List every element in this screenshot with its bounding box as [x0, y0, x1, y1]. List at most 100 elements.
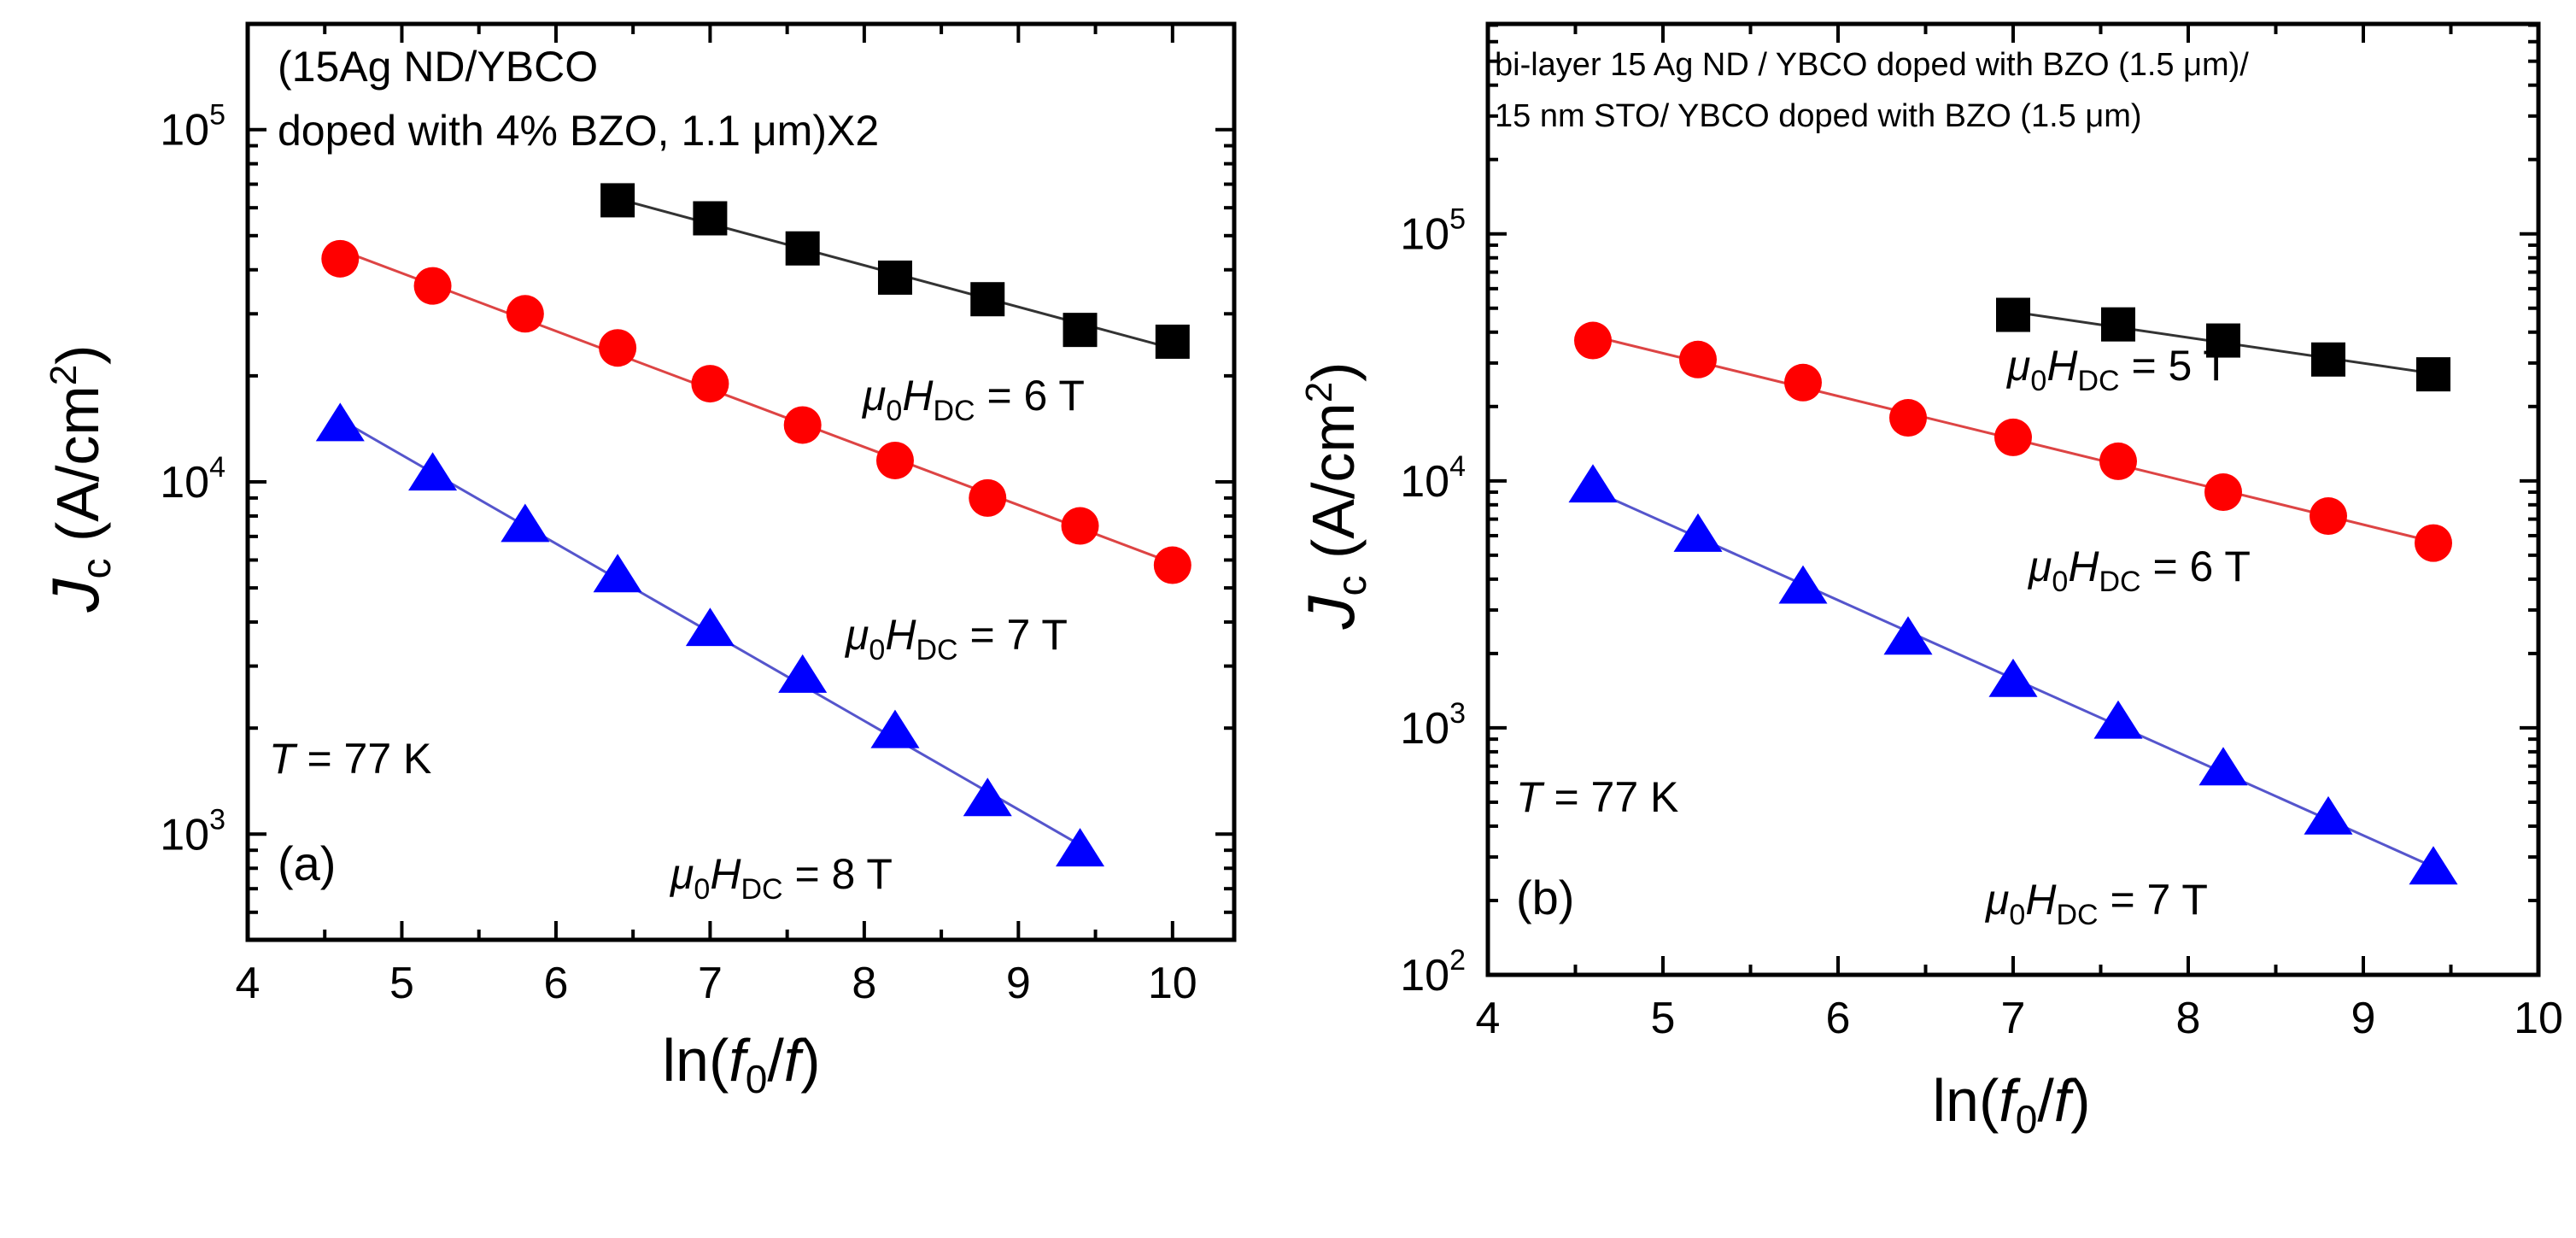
panel-a-label-7T-value: 7 T: [1007, 611, 1068, 659]
temp-value: = 77 K: [296, 735, 432, 783]
data-point-7T: [691, 365, 729, 403]
slash: /: [767, 1027, 784, 1094]
dc-sub: DC: [2099, 566, 2140, 598]
data-point-7T: [969, 478, 1007, 517]
data-point-5T: [2101, 307, 2135, 342]
x-tick-label: 6: [1826, 994, 1851, 1043]
mu-sub: 0: [869, 634, 885, 666]
data-point-8T: [408, 452, 458, 491]
h-symbol: H: [2046, 342, 2078, 390]
mu-symbol: μ: [861, 372, 886, 420]
panel-a-label-6T: μ0HDC = 6 T: [861, 372, 1085, 427]
eq-sign: =: [2099, 876, 2147, 924]
fit-line-7T: [339, 249, 1174, 565]
data-point-6T: [2099, 442, 2137, 480]
panel-a-annotation-line-2: doped with 4% BZO, 1.1 μm)X2: [278, 107, 879, 155]
jc-sub: c: [1330, 576, 1375, 596]
panel-a-annotation-line-1: (15Ag ND/YBCO: [278, 43, 598, 91]
data-point-6T: [877, 260, 912, 295]
temp-value: = 77 K: [1543, 773, 1679, 821]
y-tick-label: 105: [160, 99, 225, 155]
data-point-6T: [1994, 418, 2032, 456]
data-point-8T: [778, 654, 828, 693]
mu-symbol: μ: [1984, 876, 2009, 924]
h-symbol: H: [885, 611, 916, 659]
data-point-5T: [2206, 323, 2240, 358]
data-point-7T: [783, 406, 822, 444]
y-tick-label: 102: [1400, 944, 1466, 1000]
panel-a-label-8T: μ0HDC = 8 T: [669, 850, 893, 906]
x-tick-label: 4: [1476, 994, 1501, 1043]
y-tick-label: 103: [1400, 697, 1466, 754]
h-symbol: H: [2068, 543, 2099, 590]
x-tick-label: 5: [1651, 994, 1676, 1043]
eq-sign: =: [958, 611, 1007, 659]
units-sup: 2: [1298, 382, 1340, 402]
data-point-7T: [1778, 565, 1828, 604]
mu-symbol: μ: [2027, 543, 2052, 590]
jc-sub: c: [74, 559, 120, 579]
data-point-8T: [315, 402, 365, 442]
x-tick-label: 8: [852, 959, 876, 1008]
data-point-6T: [2204, 473, 2242, 512]
panel-a-frame: [245, 21, 1237, 942]
x-tick-label: 10: [1148, 959, 1197, 1008]
y-tick-label: 105: [1400, 203, 1466, 260]
x-tick-label: 4: [236, 959, 261, 1008]
f0-sub: 0: [746, 1057, 768, 1101]
mu-symbol: μ: [669, 850, 694, 898]
panel-a-ticks: 4 5 6 7 8 9 10 103 104 105: [160, 24, 1234, 1008]
panel-b-label-6T-value: 6 T: [2190, 543, 2251, 590]
panel-b-annotation-line-2: 15 nm STO/ YBCO doped with BZO (1.5 μm): [1495, 98, 2142, 134]
units-close: ): [1300, 361, 1367, 381]
x-tick-label: 9: [1006, 959, 1031, 1008]
data-point-6T: [693, 201, 728, 236]
eq-sign: =: [2141, 543, 2190, 590]
panel-a-y-axis-label: Jc (A/cm2): [38, 344, 120, 613]
data-point-5T: [2416, 357, 2450, 392]
panel-a-label-8T-value: 8 T: [832, 850, 893, 898]
x-tick-label: 8: [2176, 994, 2201, 1043]
panel-a-label: (a): [278, 836, 336, 890]
dc-sub: DC: [2077, 365, 2119, 397]
eq-sign: =: [975, 372, 1024, 420]
panel-b-temperature: T = 77 K: [1516, 773, 1678, 821]
data-point-5T: [2311, 342, 2345, 377]
dc-sub: DC: [2056, 899, 2098, 931]
data-point-7T: [599, 329, 637, 367]
panel-b-label-6T: μ0HDC = 6 T: [2027, 543, 2251, 598]
temp-symbol: T: [269, 735, 298, 783]
data-point-8T: [501, 503, 550, 543]
y-tick-label: 104: [160, 451, 225, 508]
data-point-6T: [1889, 399, 1927, 437]
panel-b-fit-lines: [1592, 310, 2434, 868]
data-point-8T: [963, 777, 1012, 817]
mu-sub: 0: [886, 395, 902, 427]
panel-b-label-7T-value: 7 T: [2147, 876, 2208, 924]
panel-b-frame: [1485, 21, 2541, 977]
mu-symbol: μ: [844, 611, 869, 659]
data-point-7T: [2198, 747, 2248, 786]
dc-sub: DC: [741, 873, 782, 906]
eq-sign: =: [783, 850, 832, 898]
x-tick-label: 7: [698, 959, 723, 1008]
mu-symbol: μ: [2005, 342, 2030, 390]
panel-b-label: (b): [1516, 871, 1574, 924]
panel-a: 4 5 6 7 8 9 10 103 104 105 (15Ag ND/YBCO doped wi…: [38, 21, 1237, 1101]
mu-sub: 0: [694, 873, 710, 906]
temp-symbol: T: [1516, 773, 1545, 821]
mu-sub: 0: [2009, 899, 2025, 931]
jc-symbol: J: [38, 578, 113, 613]
panel-b-ticks: 4 5 6 7 8 9 10 102 103 104 105: [1400, 23, 2563, 1043]
data-point-7T: [2409, 846, 2458, 885]
data-point-6T: [1063, 313, 1098, 348]
units-sup: 2: [43, 365, 85, 385]
eq-sign: =: [2120, 342, 2169, 390]
panel-b: 4 5 6 7 8 9 10 102 103 104 105 bi-layer 15 Ag ND /…: [1293, 21, 2563, 1141]
data-point-6T: [1574, 321, 1612, 360]
panel-a-label-6T-value: 6 T: [1024, 372, 1085, 420]
x-tick-label: 7: [2001, 994, 2026, 1043]
data-point-6T: [785, 231, 820, 266]
slash: /: [2037, 1067, 2054, 1134]
